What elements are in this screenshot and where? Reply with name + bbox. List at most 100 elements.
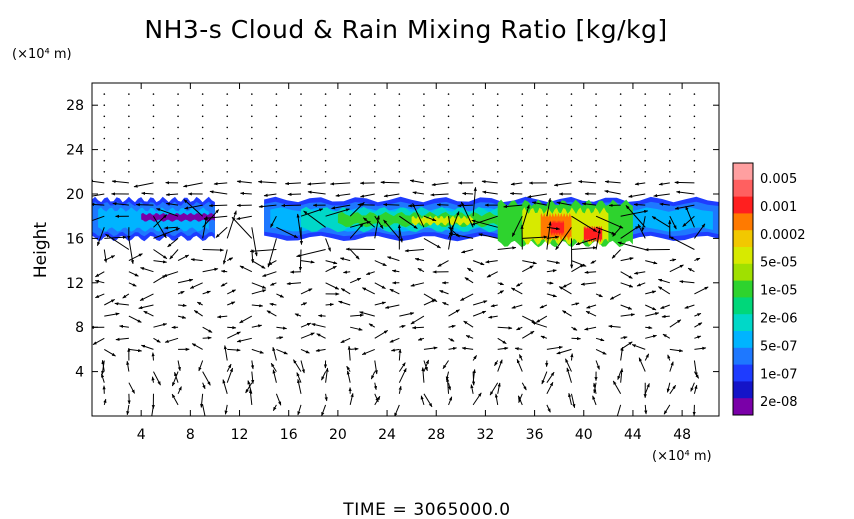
wind-vector xyxy=(546,293,557,298)
wind-vector xyxy=(546,197,552,217)
wind-vector xyxy=(346,370,351,383)
wind-vector xyxy=(325,208,350,217)
wind-vector xyxy=(251,282,267,289)
wind-vector-dot xyxy=(324,159,327,162)
wind-vector xyxy=(490,304,498,308)
wind-vector-dot xyxy=(201,126,204,129)
wind-vector xyxy=(202,371,211,386)
wind-vector xyxy=(128,238,134,265)
wind-vector-dot xyxy=(595,137,597,140)
wind-vector xyxy=(693,384,698,394)
wind-vector xyxy=(457,204,474,208)
wind-vector-dot xyxy=(128,148,130,151)
wind-vector xyxy=(657,286,671,295)
wind-vector xyxy=(374,393,379,403)
wind-vector xyxy=(590,260,597,264)
cloud-field xyxy=(92,196,719,248)
wind-vector xyxy=(667,354,671,361)
wind-vector xyxy=(423,360,428,372)
wind-vector xyxy=(360,193,375,198)
wind-vector xyxy=(442,360,449,370)
wind-vector-dot xyxy=(152,115,155,118)
wind-vector xyxy=(612,226,622,237)
wind-vector-dot xyxy=(595,126,597,129)
wind-vector xyxy=(196,301,203,306)
time-label: TIME = 3065000.0 xyxy=(342,500,510,519)
wind-vector xyxy=(151,352,155,361)
wind-vector xyxy=(592,395,597,406)
wind-vector xyxy=(676,190,695,195)
wind-vector-dot xyxy=(128,159,130,162)
wind-vector xyxy=(472,392,482,406)
wind-vector xyxy=(669,258,677,262)
wind-vector xyxy=(213,182,228,186)
wind-vector xyxy=(669,264,684,273)
wind-vector xyxy=(612,380,622,395)
wind-vector-dot xyxy=(103,126,106,129)
wind-vector-dot xyxy=(472,171,474,173)
wind-vector xyxy=(488,315,498,319)
wind-vector xyxy=(391,269,400,273)
wind-vector xyxy=(423,393,433,408)
wind-vector xyxy=(202,336,212,340)
wind-vector-dot xyxy=(644,159,647,162)
wind-vector-dot xyxy=(398,159,401,162)
wind-vector xyxy=(593,382,597,394)
wind-vector xyxy=(662,333,671,339)
wind-vector xyxy=(446,377,450,394)
colorbar: 0.005 0.001 0.0002 5e-05 1e-05 2e-06 5e-07 1e-0… xyxy=(732,162,806,416)
wind-vector-dot xyxy=(423,137,425,140)
wind-vector xyxy=(250,360,255,370)
wind-vector xyxy=(478,233,498,239)
wind-vector xyxy=(349,249,360,260)
wind-vector-dot xyxy=(423,148,425,151)
colorbar-swatch xyxy=(733,314,753,332)
wind-vector xyxy=(104,235,127,239)
wind-vector xyxy=(162,271,179,277)
wind-vector-dot xyxy=(324,148,327,151)
wind-vector-dot xyxy=(300,171,302,173)
wind-vector-dot xyxy=(226,137,229,140)
wind-vector xyxy=(465,335,474,339)
wind-vector xyxy=(215,226,228,238)
wind-vector xyxy=(240,191,252,196)
wind-vector xyxy=(522,315,536,324)
wind-vector xyxy=(223,345,228,361)
wind-vector-dot xyxy=(423,126,425,129)
wind-vector xyxy=(578,180,597,184)
wind-vector-dot xyxy=(496,137,499,140)
wind-vector xyxy=(128,253,143,262)
wind-vector-dot xyxy=(349,126,351,129)
wind-vector xyxy=(527,193,547,199)
wind-vector xyxy=(674,204,695,210)
wind-vector-dot xyxy=(644,104,647,106)
wind-vector-dot xyxy=(128,93,130,95)
wind-vector xyxy=(111,179,129,184)
wind-vector-dot xyxy=(496,171,499,173)
wind-vector xyxy=(165,202,179,206)
wind-vector xyxy=(293,359,302,372)
wind-vector xyxy=(346,365,351,372)
wind-vector xyxy=(685,205,695,228)
wind-vector xyxy=(522,330,535,339)
wind-vector xyxy=(516,326,523,331)
wind-vector xyxy=(374,215,380,239)
cloud-core xyxy=(411,215,474,226)
wind-vector xyxy=(620,304,633,310)
wind-vector xyxy=(540,335,548,339)
wind-vector-dot xyxy=(423,159,425,162)
x-tick-label: 32 xyxy=(476,427,494,443)
wind-vector xyxy=(517,395,523,406)
wind-vector xyxy=(620,257,634,262)
wind-vector xyxy=(153,215,167,239)
wind-vector xyxy=(556,201,572,206)
wind-vector xyxy=(339,257,351,262)
wind-vector xyxy=(139,293,154,301)
wind-vector xyxy=(126,404,130,416)
colorbar-label: 0.005 xyxy=(760,172,797,187)
wind-vector xyxy=(546,226,561,231)
wind-vector xyxy=(669,215,677,230)
wind-vector-dot xyxy=(349,93,351,95)
wind-vector xyxy=(350,326,363,331)
wind-vector xyxy=(236,180,252,184)
